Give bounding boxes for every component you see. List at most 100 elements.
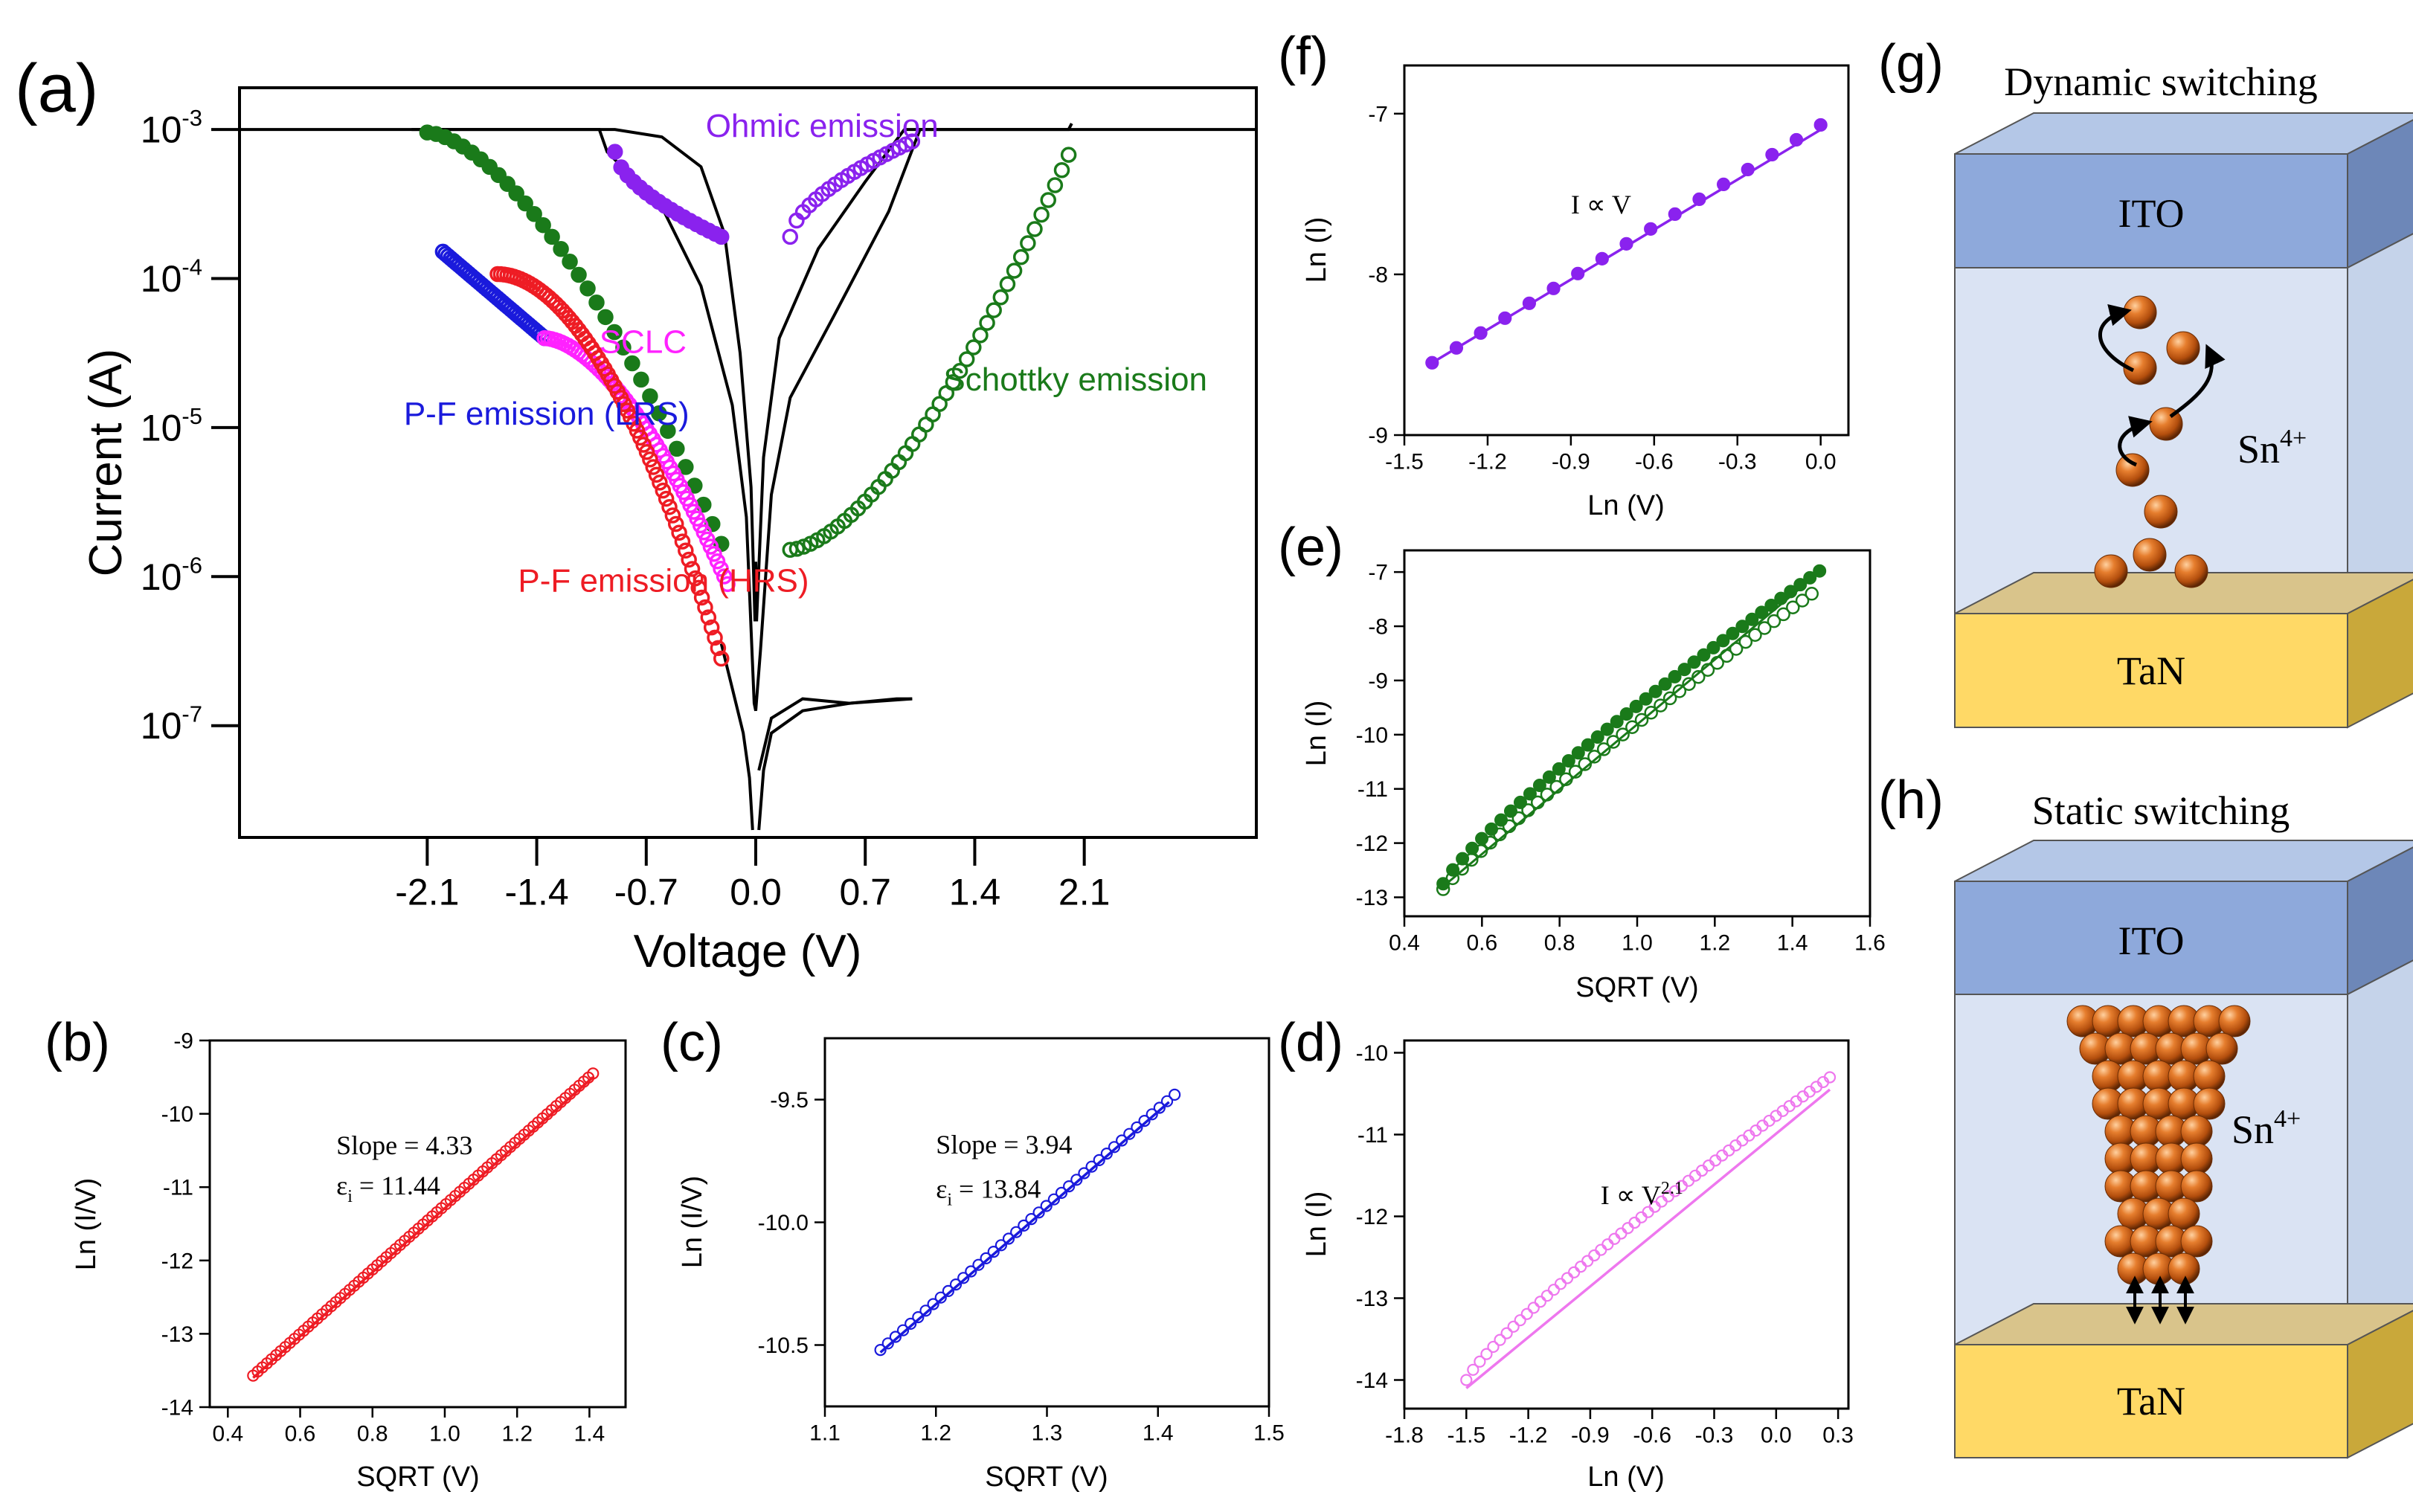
data-point-open: [1786, 600, 1800, 614]
sn-ion-ball: [2174, 554, 2208, 588]
y-tick-label: -10.5: [758, 1334, 809, 1358]
x-tick-label: 0.8: [357, 1422, 388, 1447]
data-point: [1116, 1134, 1128, 1147]
y-tick-label: 10-4: [141, 254, 202, 300]
data-point-open: [1757, 621, 1772, 635]
data-point: [782, 228, 799, 245]
y-tick-label: -14: [1356, 1368, 1388, 1393]
y-tick-label: -11: [1357, 1123, 1388, 1148]
data-point: [707, 629, 723, 646]
data-point: [1010, 1226, 1023, 1238]
panel-d-xlabel: Ln (V): [1587, 1461, 1664, 1493]
data-point: [633, 371, 649, 388]
data-point-filled: [1590, 730, 1604, 744]
sn-ion-label: Sn4+: [2232, 1105, 2301, 1152]
data-point-open: [1776, 607, 1790, 622]
y-tick-exponent: -7: [181, 701, 202, 727]
y-tick-label: -9.5: [770, 1088, 809, 1113]
tan-layer: [1954, 613, 2348, 728]
data-point: [700, 609, 717, 625]
sn-ion-symbol: Sn: [2232, 1107, 2274, 1152]
data-point: [1474, 1355, 1486, 1368]
data-point: [1615, 1227, 1628, 1240]
data-point-open: [1672, 684, 1687, 698]
data-point-open: [1682, 677, 1696, 692]
ito-label: ITO: [2118, 191, 2185, 236]
data-point-filled: [1456, 852, 1470, 866]
y-tick-base: 10: [141, 556, 182, 598]
data-point-filled: [1658, 677, 1672, 691]
data-point: [1514, 1314, 1526, 1327]
annotation-superscript: 2.1: [1661, 1179, 1683, 1198]
data-point: [655, 482, 672, 499]
iv-sweep-line: [719, 643, 754, 831]
x-tick-label: 0.0: [730, 872, 782, 913]
data-point-open: [1795, 593, 1810, 608]
iv-sweep-line: [757, 697, 913, 831]
data-point: [544, 228, 560, 245]
x-tick-label: 0.0: [1761, 1423, 1792, 1448]
data-point: [788, 541, 806, 557]
sn-ion-ball: [2218, 1005, 2251, 1038]
data-point-open: [1654, 698, 1668, 712]
y-tick-label: 10-5: [141, 403, 202, 449]
y-tick-label: -13: [1356, 1287, 1388, 1311]
annotation-symbol: I ∝ V: [1601, 1180, 1661, 1210]
ito-layer: [1954, 153, 2348, 268]
y-tick-label: 10-3: [141, 105, 202, 151]
data-point: [1002, 1232, 1015, 1245]
data-point: [1480, 1348, 1493, 1360]
x-tick-label: 0.8: [1544, 931, 1575, 956]
x-tick-label: 1.1: [809, 1421, 841, 1446]
sn-ion-ball: [2123, 351, 2157, 385]
annotation-label: Ohmic emission: [706, 108, 939, 144]
data-point: [904, 436, 921, 452]
data-point: [651, 405, 667, 422]
panel-a-ylabel: Current (A): [80, 349, 132, 577]
data-point: [1628, 1216, 1641, 1229]
data-point: [1078, 1167, 1090, 1180]
hop-arrow-3: [2118, 416, 2153, 467]
data-point: [702, 538, 719, 555]
ito-top-face: [1954, 112, 2413, 155]
data-point: [904, 133, 921, 149]
data-point: [934, 1291, 947, 1304]
data-point-open: [1748, 628, 1762, 643]
y-tick-label: -7: [1368, 102, 1388, 126]
x-tick-label: 1.4: [949, 872, 1001, 913]
x-tick-label: 0.7: [839, 872, 891, 913]
data-point-filled: [1552, 762, 1566, 776]
y-tick-label: -13: [1356, 886, 1388, 910]
x-tick-label: 0.3: [1822, 1423, 1854, 1448]
x-tick-label: 1.0: [1622, 931, 1653, 956]
data-point: [945, 374, 962, 390]
annotation-value: = 13.84: [952, 1174, 1041, 1204]
data-point: [957, 1272, 970, 1284]
data-point: [1540, 1290, 1554, 1302]
data-point: [1055, 1186, 1068, 1200]
data-point-open: [1738, 634, 1753, 649]
data-point: [949, 1278, 963, 1291]
data-point: [1520, 1307, 1533, 1320]
data-point: [995, 1239, 1007, 1252]
data-point: [1460, 1374, 1473, 1386]
data-point: [1608, 1232, 1621, 1245]
data-point: [919, 1304, 932, 1317]
ito-top-face: [1954, 840, 2413, 882]
data-point: [1487, 1340, 1500, 1354]
data-point: [1033, 206, 1050, 223]
y-tick-label: -9: [1368, 424, 1388, 448]
data-point-filled: [1784, 585, 1798, 599]
panel-a-iv-curve: (a) -2.1 -1.4 -0.7 0.0 0.7 1.4 2.110-310-410-5…: [15, 51, 1258, 977]
data-point: [642, 388, 658, 405]
data-point: [674, 533, 691, 550]
data-point: [1581, 1255, 1594, 1267]
data-point: [719, 576, 736, 593]
data-point: [1040, 192, 1056, 208]
y-tick-exponent: -5: [181, 403, 202, 429]
data-point-open: [1587, 750, 1601, 764]
panel-a-xlabel: Voltage (V): [634, 926, 862, 977]
data-point-filled: [1668, 669, 1682, 683]
data-point: [678, 459, 694, 475]
data-point: [713, 228, 730, 245]
